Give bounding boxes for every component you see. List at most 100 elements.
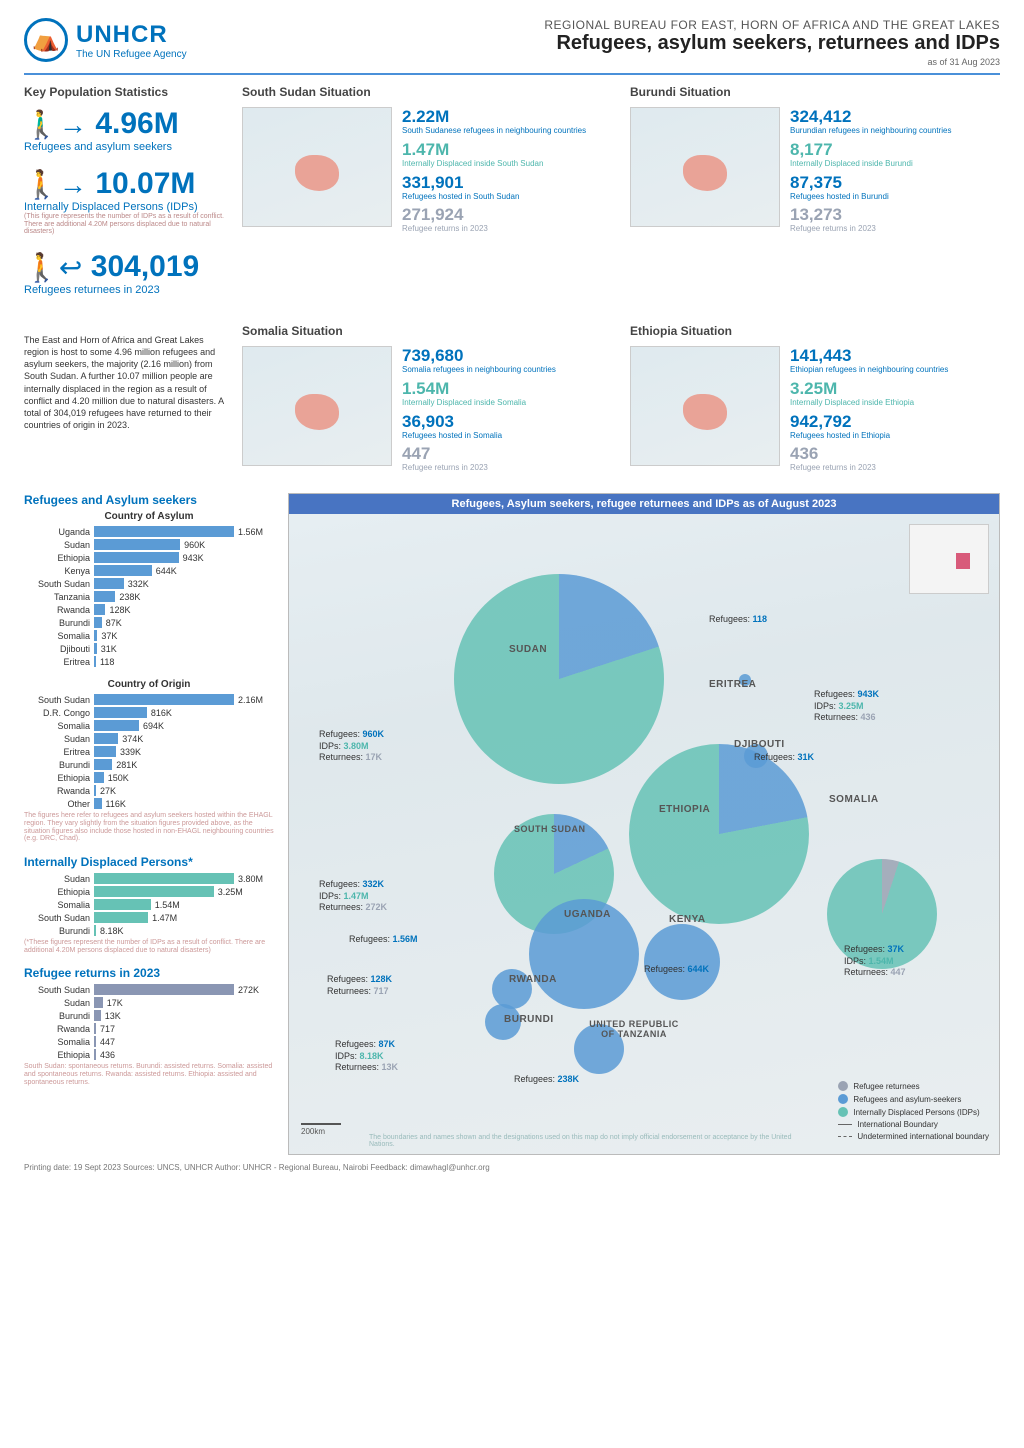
map-data-label: Refugees: 332KIDPs: 1.47MReturnees: 272K — [319, 879, 387, 913]
bar-row: Eritrea118 — [24, 656, 274, 667]
situation-stat: 331,901Refugees hosted in South Sudan — [402, 173, 586, 202]
situation-stat: 13,273Refugee returns in 2023 — [790, 205, 951, 234]
map-data-label: Refugees: 238K — [514, 1074, 579, 1085]
bar-row: Sudan3.80M — [24, 873, 274, 884]
situation-stat: 141,443Ethiopian refugees in neighbourin… — [790, 346, 948, 375]
stat-refugees: 🚶‍♂️→ 4.96M Refugees and asylum seekers — [24, 107, 224, 153]
situation-stat: 447Refugee returns in 2023 — [402, 444, 556, 473]
somalia-map — [242, 346, 392, 466]
country-label: SOUTH SUDAN — [514, 824, 586, 834]
origin-chart: Country of Origin South Sudan2.16MD.R. C… — [24, 679, 274, 843]
bar-row: Somalia1.54M — [24, 899, 274, 910]
situation-stat: 1.54MInternally Displaced inside Somalia — [402, 379, 556, 408]
stat-returnees: 🚶↩ 304,019 Refugees returnees in 2023 — [24, 250, 224, 296]
charts-panel: Refugees and Asylum seekers Country of A… — [24, 493, 274, 1155]
country-label: BURUNDI — [504, 1014, 554, 1025]
bureau-title: REGIONAL BUREAU FOR EAST, HORN OF AFRICA… — [544, 18, 1000, 32]
bar-row: Ethiopia943K — [24, 552, 274, 563]
asof-date: as of 31 Aug 2023 — [544, 57, 1000, 67]
country-label: SOMALIA — [829, 794, 879, 805]
header: ⛺ UNHCR The UN Refugee Agency REGIONAL B… — [24, 18, 1000, 75]
bar-row: Rwanda27K — [24, 785, 274, 796]
country-label: UNITED REPUBLIC OF TANZANIA — [589, 1019, 679, 1039]
bar-row: Sudan17K — [24, 997, 274, 1008]
map-bubble — [454, 574, 664, 784]
footer-text: Printing date: 19 Sept 2023 Sources: UNC… — [24, 1163, 1000, 1172]
situation-stat: 739,680Somalia refugees in neighbouring … — [402, 346, 556, 375]
country-label: KENYA — [669, 914, 706, 925]
bar-row: Burundi13K — [24, 1010, 274, 1021]
bar-row: Somalia694K — [24, 720, 274, 731]
main-map: SUDANERITREADJIBOUTIETHIOPIASOMALIASOUTH… — [289, 514, 999, 1154]
ethiopia-map — [630, 346, 780, 466]
returnee-icon: 🚶↩ — [24, 251, 82, 284]
country-label: ERITREA — [709, 679, 756, 690]
bar-row: South Sudan2.16M — [24, 694, 274, 705]
key-stats-title: Key Population Statistics — [24, 85, 224, 99]
bar-row: Somalia37K — [24, 630, 274, 641]
org-sub: The UN Refugee Agency — [76, 49, 187, 60]
bar-row: Other116K — [24, 798, 274, 809]
ethiopia-situation: Ethiopia Situation 141,443Ethiopian refu… — [630, 324, 1000, 477]
key-stats-panel: Key Population Statistics 🚶‍♂️→ 4.96M Re… — [24, 85, 224, 310]
burundi-map — [630, 107, 780, 227]
situation-stat: 8,177Internally Displaced inside Burundi — [790, 140, 951, 169]
map-title: Refugees, Asylum seekers, refugee return… — [289, 494, 999, 514]
stat-idps: 🚶→ 10.07M Internally Displaced Persons (… — [24, 167, 224, 236]
map-legend: Refugee returneesRefugees and asylum-see… — [838, 1081, 989, 1144]
country-label: RWANDA — [509, 974, 557, 985]
situation-stat: 1.47MInternally Displaced inside South S… — [402, 140, 586, 169]
asylum-chart: Refugees and Asylum seekers Country of A… — [24, 493, 274, 667]
country-label: SUDAN — [509, 644, 547, 655]
map-bubble — [629, 744, 809, 924]
situation-stat: 87,375Refugees hosted in Burundi — [790, 173, 951, 202]
somalia-situation: Somalia Situation 739,680Somalia refugee… — [242, 324, 612, 477]
map-data-label: Refugees: 118 — [709, 614, 767, 625]
logo-icon: ⛺ — [24, 18, 68, 62]
map-data-label: Refugees: 943KIDPs: 3.25MReturnees: 436 — [814, 689, 879, 723]
bar-row: Ethiopia150K — [24, 772, 274, 783]
doc-title: Refugees, asylum seekers, returnees and … — [544, 32, 1000, 55]
bar-row: Somalia447 — [24, 1036, 274, 1047]
bar-row: Rwanda717 — [24, 1023, 274, 1034]
bar-row: Eritrea339K — [24, 746, 274, 757]
bar-row: Ethiopia436 — [24, 1049, 274, 1060]
burundi-situation: Burundi Situation 324,412Burundian refug… — [630, 85, 1000, 310]
bar-row: Rwanda128K — [24, 604, 274, 615]
map-data-label: Refugees: 37KIDPs: 1.54MReturnees: 447 — [844, 944, 906, 978]
situation-stat: 942,792Refugees hosted in Ethiopia — [790, 412, 948, 441]
main-map-panel: Refugees, Asylum seekers, refugee return… — [288, 493, 1000, 1155]
situation-stat: 271,924Refugee returns in 2023 — [402, 205, 586, 234]
country-label: UGANDA — [564, 909, 611, 920]
situation-stat: 436Refugee returns in 2023 — [790, 444, 948, 473]
map-data-label: Refugees: 960KIDPs: 3.80MReturnees: 17K — [319, 729, 384, 763]
bar-row: South Sudan1.47M — [24, 912, 274, 923]
bar-row: Burundi281K — [24, 759, 274, 770]
bar-row: Uganda1.56M — [24, 526, 274, 537]
bar-row: South Sudan272K — [24, 984, 274, 995]
map-data-label: Refugees: 128KReturnees: 717 — [327, 974, 392, 997]
map-scale: 200km — [301, 1123, 341, 1136]
map-data-label: Refugees: 87KIDPs: 8.18KReturnees: 13K — [335, 1039, 398, 1073]
intro-paragraph: The East and Horn of Africa and Great La… — [24, 334, 224, 431]
idp-icon: 🚶→ — [24, 168, 87, 201]
south-sudan-situation: South Sudan Situation 2.22MSouth Sudanes… — [242, 85, 612, 310]
situation-stat: 36,903Refugees hosted in Somalia — [402, 412, 556, 441]
inset-globe — [909, 524, 989, 594]
returns-chart: Refugee returns in 2023 South Sudan272KS… — [24, 966, 274, 1086]
situation-stat: 3.25MInternally Displaced inside Ethiopi… — [790, 379, 948, 408]
situation-stat: 2.22MSouth Sudanese refugees in neighbou… — [402, 107, 586, 136]
bar-row: Ethiopia3.25M — [24, 886, 274, 897]
country-label: DJIBOUTI — [734, 739, 785, 750]
bar-row: Burundi87K — [24, 617, 274, 628]
south-sudan-map — [242, 107, 392, 227]
unhcr-logo: ⛺ UNHCR The UN Refugee Agency — [24, 18, 187, 62]
bar-row: South Sudan332K — [24, 578, 274, 589]
idps-chart: Internally Displaced Persons* Sudan3.80M… — [24, 855, 274, 954]
bar-row: Djibouti31K — [24, 643, 274, 654]
map-data-label: Refugees: 644K — [644, 964, 709, 975]
bar-row: Tanzania238K — [24, 591, 274, 602]
bar-row: Burundi8.18K — [24, 925, 274, 936]
situation-stat: 324,412Burundian refugees in neighbourin… — [790, 107, 951, 136]
map-disclaimer: The boundaries and names shown and the d… — [369, 1134, 799, 1148]
